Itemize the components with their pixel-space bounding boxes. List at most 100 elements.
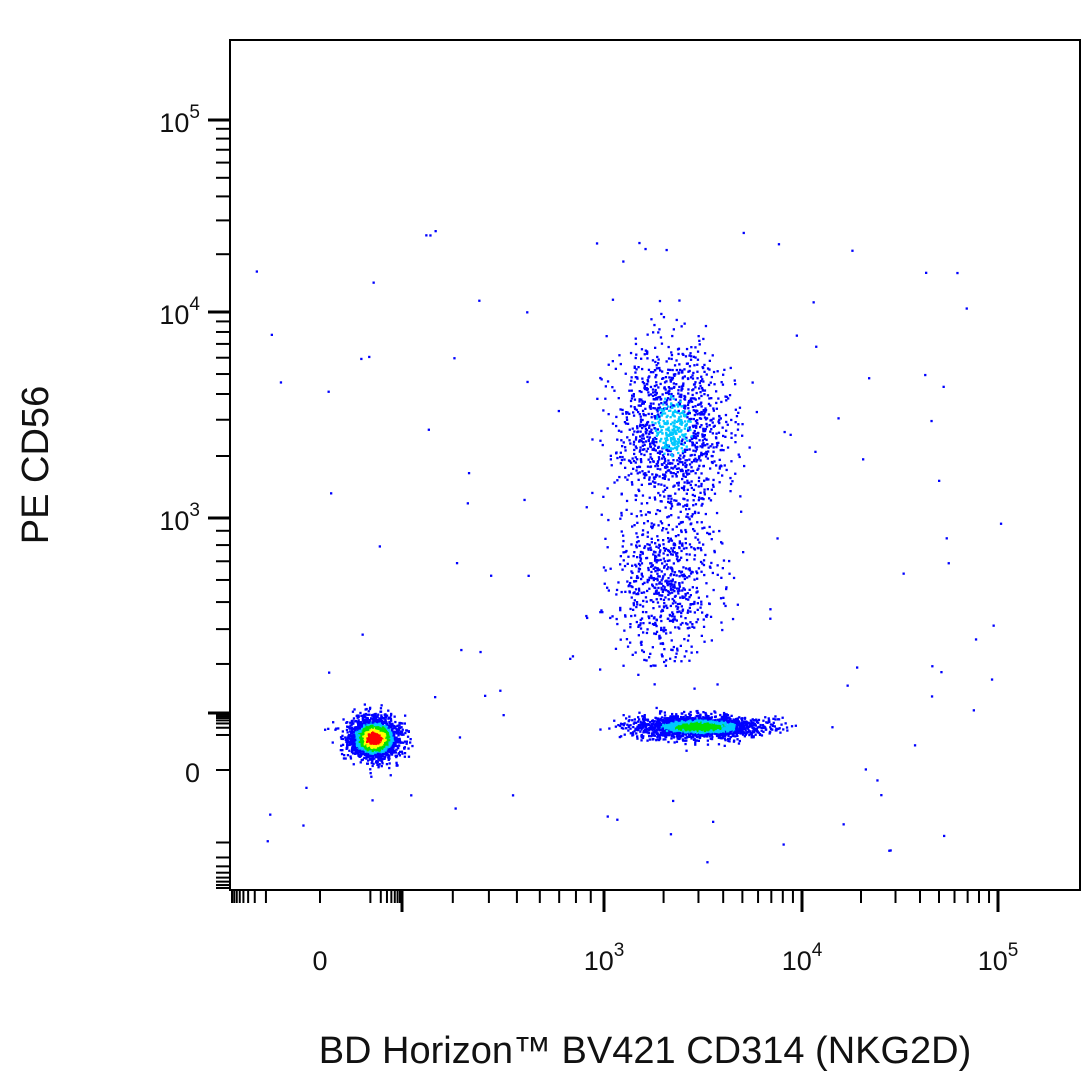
data-point <box>371 741 374 744</box>
data-point <box>752 719 756 722</box>
data-point <box>396 764 399 767</box>
data-point <box>626 723 629 726</box>
data-point <box>669 398 672 401</box>
data-point <box>720 728 723 732</box>
data-point <box>648 482 651 486</box>
data-point <box>720 719 723 722</box>
data-point <box>731 727 734 730</box>
data-point <box>355 743 359 746</box>
data-point <box>698 730 701 733</box>
data-point <box>602 409 605 412</box>
data-point <box>365 757 368 760</box>
data-point <box>722 721 725 724</box>
data-point <box>712 370 716 374</box>
data-point <box>382 739 385 743</box>
data-point <box>676 459 679 462</box>
data-point <box>365 753 368 756</box>
data-point <box>655 729 659 732</box>
data-point <box>384 713 387 716</box>
data-point <box>362 735 365 738</box>
data-point <box>705 438 708 441</box>
data-point <box>340 737 343 740</box>
data-point <box>707 446 710 449</box>
data-point <box>389 716 392 719</box>
data-point <box>379 747 382 750</box>
data-point <box>631 394 634 397</box>
data-point <box>407 747 410 750</box>
data-point <box>721 727 724 730</box>
data-point <box>745 720 748 723</box>
data-point <box>644 718 647 721</box>
data-point <box>721 725 724 728</box>
data-point <box>349 755 352 758</box>
data-point <box>662 738 665 741</box>
data-point <box>696 350 700 353</box>
data-point <box>622 714 625 717</box>
data-point <box>669 379 672 382</box>
data-point <box>683 710 686 714</box>
data-point <box>354 726 357 729</box>
data-point <box>698 718 701 722</box>
data-point <box>680 731 683 734</box>
data-point <box>638 400 641 403</box>
data-point <box>356 730 359 734</box>
data-point <box>660 723 664 726</box>
data-point <box>720 730 723 733</box>
data-point <box>748 724 751 727</box>
data-point <box>403 722 406 725</box>
data-point <box>403 747 406 750</box>
data-point <box>371 714 374 717</box>
data-point <box>392 741 395 745</box>
data-point <box>702 725 705 728</box>
data-point <box>359 747 362 750</box>
data-point <box>696 721 699 724</box>
data-point <box>698 723 702 726</box>
data-point <box>363 724 366 727</box>
data-point <box>388 742 391 745</box>
data-point <box>632 414 636 417</box>
data-point <box>370 761 373 765</box>
data-point <box>401 728 404 731</box>
data-point <box>681 728 684 732</box>
data-point <box>693 724 696 727</box>
data-point <box>664 437 667 440</box>
data-point <box>375 715 378 718</box>
data-point <box>778 727 781 730</box>
data-point <box>670 431 673 434</box>
data-point <box>377 727 380 730</box>
data-point <box>356 737 359 740</box>
data-point <box>641 470 644 473</box>
data-point <box>633 730 636 733</box>
data-point <box>652 738 655 741</box>
data-point <box>591 438 594 441</box>
data-point <box>368 707 372 711</box>
data-point <box>670 392 673 396</box>
data-point <box>339 736 343 739</box>
data-point <box>363 703 366 706</box>
data-point <box>697 725 700 728</box>
data-point <box>380 729 383 732</box>
data-point <box>677 441 680 445</box>
data-point <box>350 734 353 737</box>
data-point <box>383 733 386 736</box>
data-point <box>647 391 650 394</box>
data-point <box>661 729 664 732</box>
data-point <box>694 503 698 506</box>
data-point <box>641 736 645 740</box>
data-point <box>684 726 687 729</box>
data-point <box>370 717 373 720</box>
data-point <box>367 728 370 731</box>
data-point <box>677 389 680 392</box>
data-point <box>751 730 754 733</box>
data-point <box>362 751 365 754</box>
data-point <box>742 725 746 728</box>
data-point <box>352 737 355 740</box>
data-point <box>353 735 356 738</box>
data-point <box>387 756 390 759</box>
data-point <box>727 728 730 731</box>
data-point <box>716 720 720 724</box>
data-point <box>393 730 396 733</box>
data-point <box>364 712 367 716</box>
data-point <box>375 717 378 720</box>
